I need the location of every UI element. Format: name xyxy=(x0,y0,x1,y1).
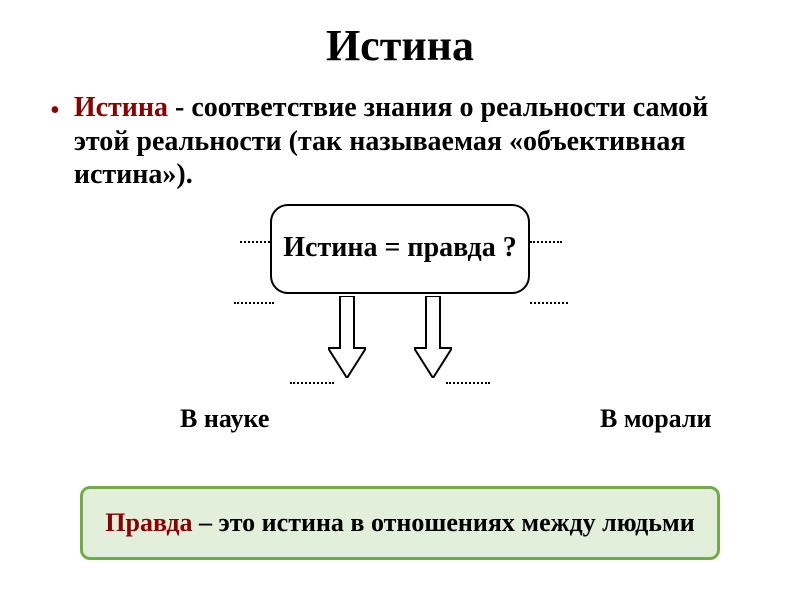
branch-right-label: В морали xyxy=(600,404,711,434)
definition-term: Истина xyxy=(74,92,168,123)
footer-definition: Правда – это истина в отношениях между л… xyxy=(80,486,720,560)
dotted-connector xyxy=(530,302,568,304)
bullet-icon: • xyxy=(50,97,60,125)
arrow-shape xyxy=(414,296,452,378)
definition-text: Истина - соответствие знания о реальност… xyxy=(74,91,760,192)
footer-rest: – это истина в отношениях между людьми xyxy=(193,508,695,537)
definition-block: • Истина - соответствие знания о реально… xyxy=(0,71,800,192)
page-title: Истина xyxy=(0,0,800,71)
arrow-down-icon xyxy=(414,296,452,378)
definition-row: • Истина - соответствие знания о реально… xyxy=(50,91,760,192)
dotted-connector xyxy=(446,382,490,384)
diagram-box: Истина = правда ? xyxy=(270,204,530,294)
dotted-connector xyxy=(530,241,562,243)
arrow-shape xyxy=(328,296,366,378)
dotted-connector xyxy=(240,241,270,243)
branch-left-label: В науке xyxy=(180,404,269,434)
definition-rest: - соответствие знания о реальности самой… xyxy=(74,92,709,190)
footer-term: Правда xyxy=(105,508,192,537)
dotted-connector xyxy=(290,382,334,384)
arrow-down-icon xyxy=(328,296,366,378)
dotted-connector xyxy=(234,302,274,304)
diagram: Истина = правда ? В науке В морали xyxy=(0,196,800,436)
